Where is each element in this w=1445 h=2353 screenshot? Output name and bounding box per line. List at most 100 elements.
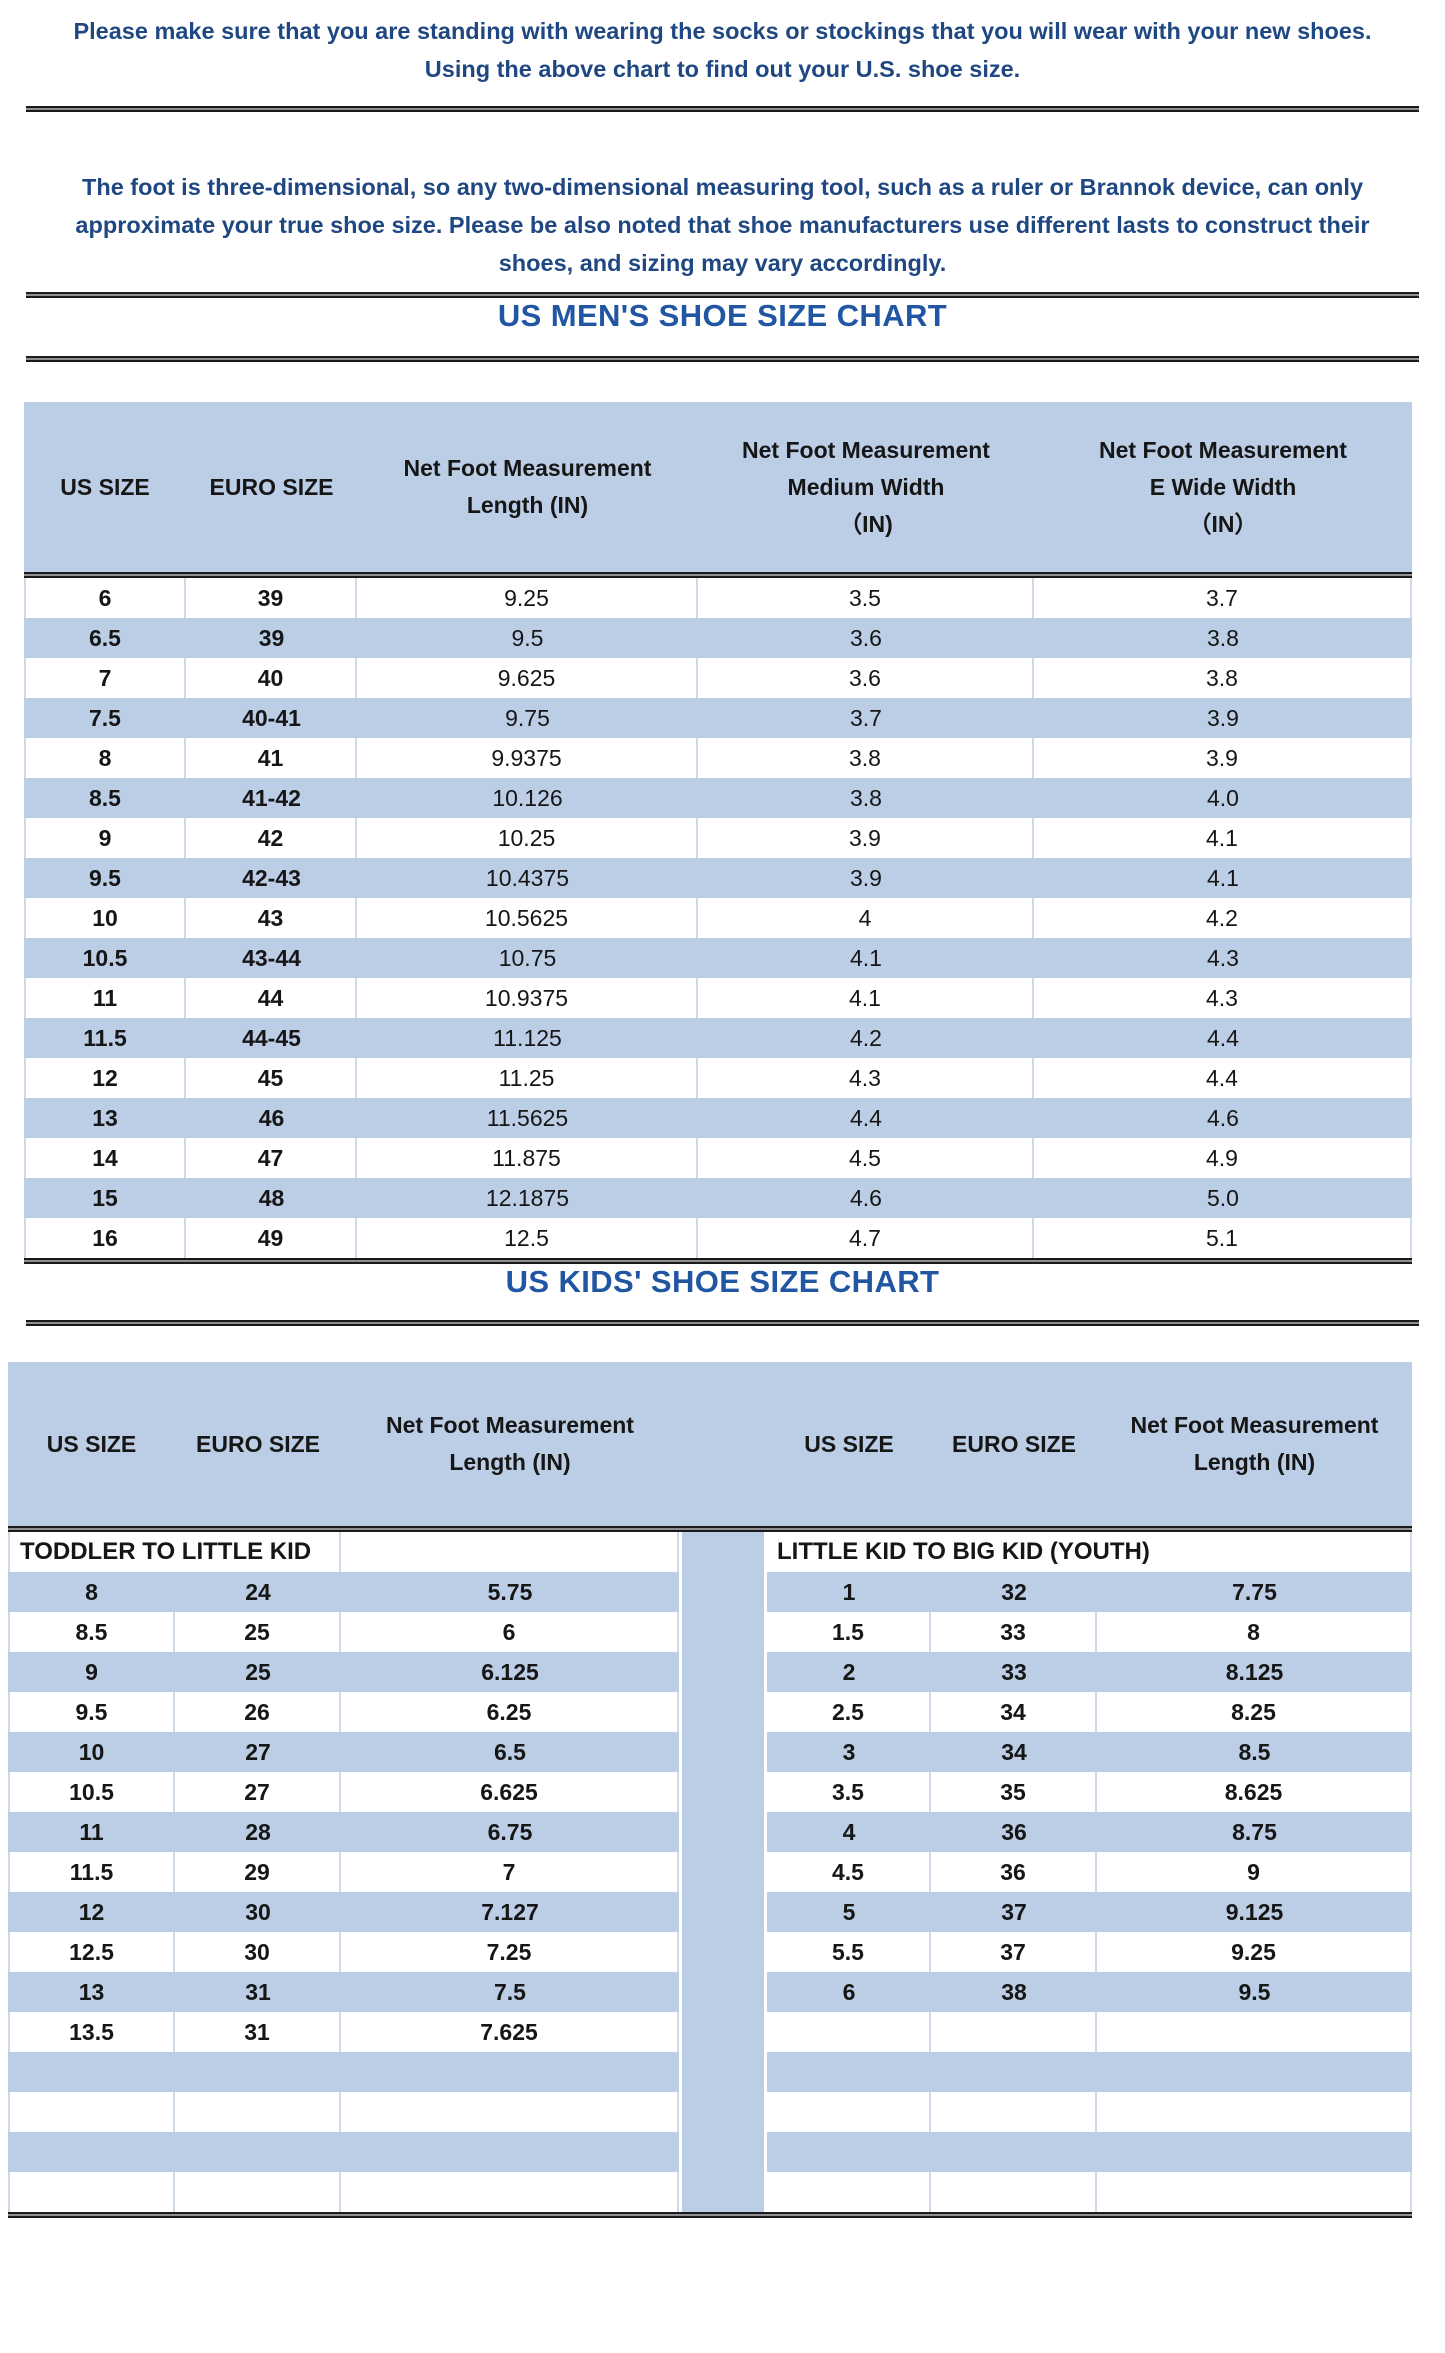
kids-cell: 6 [341,1612,679,1652]
kids-row: 13 31 7.5 6 38 9.5 [8,1972,1412,2012]
kids-cell: 8.5 [1238,1739,1271,1765]
kids-cell: 6.25 [341,1692,679,1732]
kids-cell: 25 [175,1612,341,1652]
kids-header-gap [679,1362,767,1526]
mens-row: 8 41 9.9375 3.8 3.9 [24,738,1412,778]
kids-cell: 8.5 [8,1612,175,1652]
header-line: Net Foot Measurement [742,436,990,463]
kids-row: 12.5 30 7.25 5.5 37 9.25 [8,1932,1412,1972]
kids-empty-cell [1097,2172,1412,2212]
mens-cell: 46 [258,1105,285,1131]
mens-cell: 11.875 [357,1138,698,1178]
kids-cell [931,2012,1097,2052]
kids-empty-cell [931,2132,1097,2172]
mens-cell: 40-41 [242,705,301,731]
mens-cell: 40 [186,658,357,698]
kids-cell: 33 [931,1612,1097,1652]
kids-cell: 9.125 [1225,1899,1284,1925]
mens-cell: 3.7 [850,705,882,731]
kids-cell: 5 [842,1899,856,1925]
mens-cell: 3.6 [850,625,882,651]
kids-cell: 4 [842,1819,856,1845]
mens-cell: 8.5 [89,785,121,811]
kids-gap-cell [679,2052,767,2092]
mens-cell: 10.5625 [357,898,698,938]
kids-header-cell: US SIZE [8,1362,175,1526]
mens-chart-title: US MEN'S SHOE SIZE CHART [497,298,948,333]
kids-cell [1097,2012,1412,2052]
divider [26,292,1419,298]
kids-empty-cell [1097,2132,1412,2172]
kids-cell: 10.5 [8,1772,175,1812]
mens-cell: 10.75 [498,945,557,971]
mens-header-cell: Net Foot Measurement E Wide Width （IN） [1034,402,1412,572]
kids-empty-cell [341,2052,679,2092]
kids-cell: 9.5 [8,1692,175,1732]
mens-cell: 3.8 [1207,625,1239,651]
kids-cell: 12.5 [8,1932,175,1972]
kids-gap-cell [679,1772,767,1812]
kids-header-divider [8,1526,1412,1532]
mens-cell: 39 [258,625,285,651]
mens-cell: 42 [186,818,357,858]
kids-cell: 11.5 [8,1852,175,1892]
kids-gap-cell [679,1892,767,1932]
mens-cell: 10.4375 [485,865,570,891]
kids-row: 11 28 6.75 4 36 8.75 [8,1812,1412,1852]
kids-cell: 9.5 [1238,1979,1271,2005]
kids-cell: 8.625 [1097,1772,1412,1812]
kids-cell: 36 [1001,1819,1027,1845]
kids-cell: 1.5 [767,1612,931,1652]
kids-cell: 13 [78,1979,105,2005]
kids-cell: 38 [1001,1979,1027,2005]
kids-empty-row [8,2132,1412,2172]
mens-cell: 41-42 [242,785,301,811]
mens-cell: 9.625 [357,658,698,698]
mens-cell: 14 [24,1138,186,1178]
mens-cell: 43-44 [242,945,301,971]
kids-empty-row [8,2092,1412,2132]
mens-header-cell: US SIZE [24,402,186,572]
kids-empty-cell [341,2132,679,2172]
kids-empty-cell [931,2172,1097,2212]
mens-cell: 3.7 [1034,578,1412,618]
kids-header-row: US SIZE EURO SIZE Net Foot Measurement Leng… [8,1362,1412,1526]
kids-cell: 25 [245,1659,271,1685]
kids-cell: 6.125 [481,1659,539,1685]
kids-cell: 7.5 [494,1979,526,2005]
kids-gap-cell [679,1652,767,1692]
kids-cell: 29 [175,1852,341,1892]
kids-cell: 5.5 [767,1932,931,1972]
mens-cell: 11.5 [83,1025,127,1051]
kids-cell: 33 [1001,1659,1027,1685]
divider [26,106,1419,112]
kids-cell: 8.25 [1097,1692,1412,1732]
kids-gap-cell [679,1972,767,2012]
header-line: Net Foot Measurement [403,455,652,481]
kids-cell: 4.5 [767,1852,931,1892]
mens-cell: 4.6 [1207,1105,1239,1131]
mens-cell: 3.8 [1034,658,1412,698]
kids-cell: 1 [842,1579,856,1605]
kids-empty-cell [8,2092,175,2132]
header-line: EURO SIZE [952,1430,1076,1457]
kids-empty-cell [341,2092,679,2132]
mens-cell: 4.2 [1034,898,1412,938]
header-line: EURO SIZE [196,1430,320,1457]
kids-subheader-right: LITTLE KID TO BIG KID (YOUTH) [767,1532,1412,1572]
kids-empty-cell [8,2132,175,2172]
kids-cell: 2 [842,1659,856,1685]
header-line: E Wide Width [1149,473,1297,500]
mens-cell: 4.3 [1207,945,1239,971]
header-line: （IN) [839,510,893,537]
mens-header-cell: Net Foot Measurement Length (IN) [357,402,698,572]
mens-cell: 4.3 [1034,978,1412,1018]
kids-gap-cell [679,2012,767,2052]
kids-header-cell: EURO SIZE [175,1362,341,1526]
kids-empty-cell [931,2052,1097,2092]
mens-header-divider [24,572,1412,578]
kids-gap-cell [679,1532,767,1572]
mens-cell: 8 [24,738,186,778]
kids-cell: 8.75 [1232,1819,1277,1845]
kids-empty-cell [767,2172,931,2212]
